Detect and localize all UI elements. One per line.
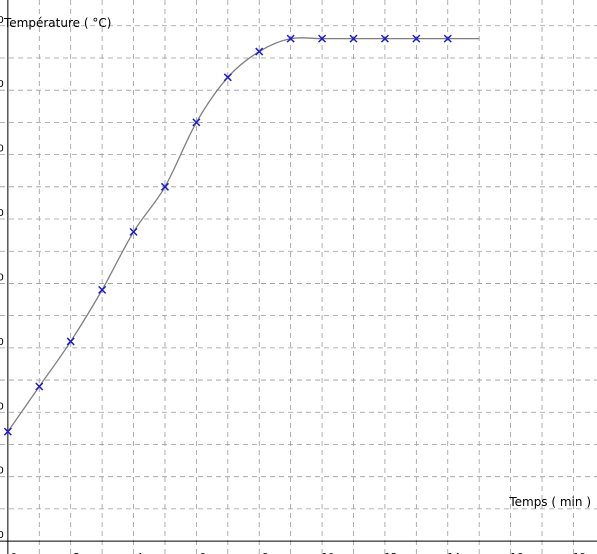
data-markers (3, 34, 452, 436)
data-point-marker (412, 34, 421, 43)
x-tick-label: 2 (74, 552, 80, 554)
x-tick-label: 12 (385, 552, 398, 554)
temperature-curve (7, 37, 480, 432)
data-point-marker (380, 34, 389, 43)
y-tick-label: 10 (0, 466, 4, 477)
data-point-marker (223, 73, 232, 82)
data-point-marker (66, 337, 75, 346)
y-axis-label: Température ( °C) (3, 16, 111, 30)
x-tick-label: 0 (11, 552, 17, 554)
data-point-marker (129, 227, 138, 236)
y-tick-label: 50 (0, 208, 4, 219)
data-point-marker (443, 34, 452, 43)
data-point-marker (349, 34, 358, 43)
data-point-marker (192, 118, 201, 127)
x-tick-label: 14 (447, 552, 460, 554)
y-tick-label: 80 (0, 15, 4, 26)
x-tick-label: 4 (136, 552, 142, 554)
x-tick-label: 10 (322, 552, 335, 554)
y-tick-label: 60 (0, 144, 4, 155)
data-point-marker (160, 182, 169, 191)
x-tick-label: 8 (262, 552, 268, 554)
data-point-marker (35, 382, 44, 391)
x-tick-label: 18 (573, 552, 586, 554)
y-tick-label: 40 (0, 272, 4, 283)
y-tick-label: 0 (0, 530, 4, 541)
y-tick-label: 30 (0, 337, 4, 348)
series (7, 37, 480, 432)
x-tick-label: 16 (510, 552, 523, 554)
data-point-marker (98, 285, 107, 294)
data-point-marker (3, 427, 12, 436)
y-tick-label: 20 (0, 401, 4, 412)
y-tick-label: 70 (0, 79, 4, 90)
tick-labels: 0 2 4 6 8 10 12 14 16 18 0 10 20 30 40 50 60 70 80 (0, 15, 586, 554)
x-tick-label: 6 (199, 552, 205, 554)
x-axis-label: Temps ( min ) (508, 495, 591, 509)
data-point-marker (318, 34, 327, 43)
data-point-marker (286, 34, 295, 43)
data-point-marker (255, 47, 264, 56)
